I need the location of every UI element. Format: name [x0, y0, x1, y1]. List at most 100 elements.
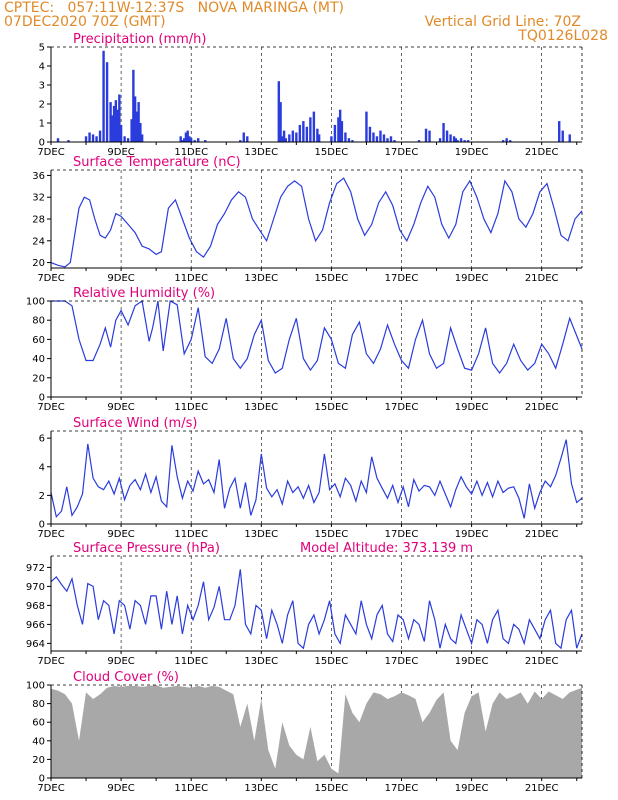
- x-tick-label: 9DEC: [107, 529, 134, 540]
- precip-bar: [568, 134, 571, 142]
- precip-bar: [56, 138, 60, 142]
- precip-bar: [365, 111, 368, 142]
- x-tick-label: 15DEC: [315, 273, 349, 284]
- precip-bar: [204, 140, 207, 142]
- precip-bar: [123, 136, 126, 142]
- precip-bar: [277, 81, 281, 142]
- precip-bar: [242, 132, 245, 142]
- x-tick-label: 19DEC: [455, 273, 489, 284]
- run-date: 07DEC2020 70Z (GMT): [4, 14, 166, 30]
- x-tick-label: 7DEC: [37, 529, 64, 540]
- precip-bar: [428, 130, 431, 142]
- y-tick-label: 20: [32, 755, 45, 766]
- precip-bar: [188, 136, 191, 142]
- y-tick-label: 32: [32, 193, 45, 204]
- precip-bar: [182, 138, 186, 142]
- x-tick-label: 9DEC: [107, 402, 134, 413]
- precip-bar: [181, 140, 184, 142]
- precip-bar: [386, 138, 389, 142]
- x-tick-label: 9DEC: [107, 273, 134, 284]
- precip-bar: [337, 117, 340, 142]
- x-tick-label: 9DEC: [107, 783, 134, 794]
- y-tick-label: 100: [26, 297, 45, 308]
- precip-bar: [424, 128, 428, 142]
- y-tick-label: 0: [39, 520, 45, 531]
- x-tick-label: 7DEC: [37, 273, 64, 284]
- x-tick-label: 17DEC: [385, 783, 419, 794]
- precip-bar: [193, 140, 196, 142]
- precip-bar: [112, 105, 116, 142]
- x-tick-label: 11DEC: [174, 529, 208, 540]
- precip-bar: [442, 123, 445, 142]
- x-tick-label: 17DEC: [385, 273, 419, 284]
- precip-bar: [288, 134, 291, 142]
- y-tick-label: 968: [26, 601, 45, 612]
- precip-bar: [67, 140, 70, 142]
- precip-bar: [338, 109, 342, 142]
- x-tick-label: 17DEC: [385, 656, 419, 667]
- x-tick-label: 21DEC: [525, 656, 559, 667]
- precip-bar: [184, 132, 188, 142]
- precip-bar: [179, 136, 182, 142]
- x-tick-label: 13DEC: [244, 273, 278, 284]
- precip-bar: [302, 121, 305, 142]
- precip-bar: [505, 138, 508, 142]
- precip-bar: [111, 115, 114, 142]
- precip-bar: [379, 130, 382, 142]
- panel-title: Surface Temperature (nC): [73, 155, 241, 170]
- y-tick-label: 40: [32, 354, 45, 365]
- x-tick-label: 21DEC: [525, 147, 559, 158]
- precip-bar: [284, 138, 288, 142]
- precip-bar: [558, 121, 561, 142]
- y-tick-label: 20: [32, 373, 45, 384]
- precip-bar: [132, 69, 135, 142]
- precip-bar: [84, 136, 88, 142]
- model-code: TQ0126L028: [518, 28, 608, 44]
- panel-title: Relative Humidity (%): [73, 286, 215, 301]
- x-tick-label: 11DEC: [174, 656, 208, 667]
- precip-bar: [105, 62, 109, 143]
- precip-bar: [118, 94, 121, 142]
- precip-bar: [281, 136, 284, 142]
- y-tick-label: 2: [39, 491, 45, 502]
- x-tick-label: 9DEC: [107, 147, 134, 158]
- y-tick-label: 972: [26, 563, 45, 574]
- precip-bar: [309, 117, 312, 142]
- x-tick-label: 21DEC: [525, 529, 559, 540]
- precip-bar: [445, 130, 449, 142]
- y-tick-label: 40: [32, 736, 45, 747]
- y-tick-label: 0: [39, 393, 45, 404]
- x-tick-label: 7DEC: [37, 147, 64, 158]
- precip-bar: [452, 136, 456, 142]
- panel-title: Surface Pressure (hPa): [73, 541, 220, 556]
- precip-bar: [305, 126, 309, 142]
- precip-bar: [438, 138, 442, 142]
- y-tick-label: 60: [32, 718, 45, 729]
- y-tick-label: 966: [26, 620, 45, 631]
- precip-bar: [114, 100, 118, 142]
- x-tick-label: 19DEC: [455, 529, 489, 540]
- precip-bar: [368, 126, 372, 142]
- y-tick-label: 3: [39, 81, 45, 92]
- precip-bar: [351, 140, 354, 142]
- x-tick-label: 21DEC: [525, 273, 559, 284]
- precip-bar: [393, 140, 396, 142]
- y-tick-label: 0: [39, 138, 45, 149]
- precip-bar: [330, 136, 333, 142]
- x-tick-label: 19DEC: [455, 783, 489, 794]
- x-tick-label: 21DEC: [525, 783, 559, 794]
- precip-bar: [279, 102, 282, 142]
- precip-bar: [312, 111, 316, 142]
- x-tick-label: 11DEC: [174, 147, 208, 158]
- y-tick-label: 28: [32, 215, 45, 226]
- precip-bar: [295, 132, 298, 142]
- x-tick-label: 11DEC: [174, 273, 208, 284]
- precip-bar: [239, 140, 242, 142]
- x-tick-label: 17DEC: [385, 529, 419, 540]
- y-tick-label: 80: [32, 316, 45, 327]
- x-tick-label: 13DEC: [244, 656, 278, 667]
- precip-bar: [317, 134, 321, 142]
- x-tick-label: 19DEC: [455, 656, 489, 667]
- precip-bar: [126, 138, 130, 142]
- x-tick-label: 17DEC: [385, 402, 419, 413]
